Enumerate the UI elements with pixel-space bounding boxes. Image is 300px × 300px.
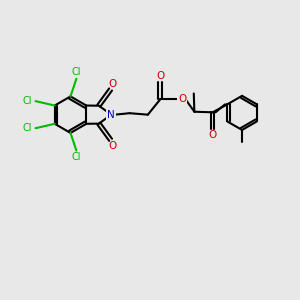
Text: O: O [178, 94, 186, 104]
Text: Cl: Cl [22, 123, 32, 133]
Text: O: O [156, 71, 164, 81]
Text: Cl: Cl [22, 96, 32, 106]
Text: O: O [108, 141, 116, 151]
Text: Cl: Cl [72, 152, 81, 162]
Text: N: N [107, 110, 115, 120]
Text: O: O [208, 130, 217, 140]
Text: Cl: Cl [72, 67, 81, 77]
Text: O: O [108, 79, 116, 88]
